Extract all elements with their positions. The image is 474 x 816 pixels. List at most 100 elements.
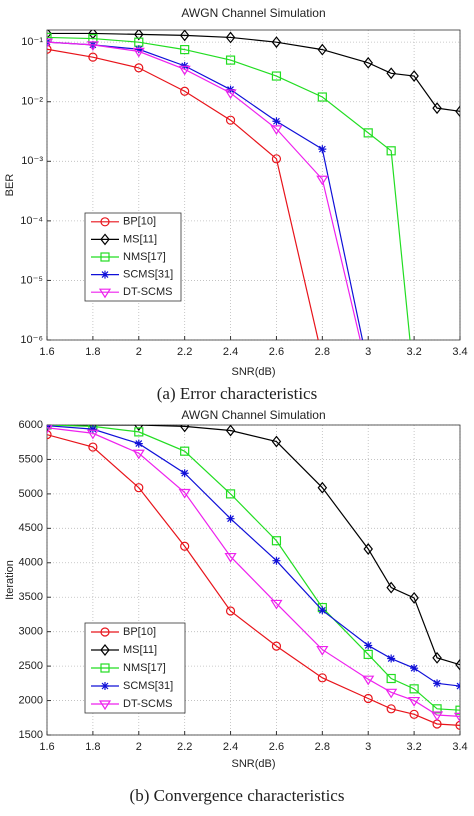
marker: [100, 627, 110, 637]
marker: [455, 105, 460, 118]
marker: [317, 92, 327, 102]
x-tick-label: 2.6: [269, 346, 284, 358]
legend-label: SCMS[31]: [123, 680, 173, 692]
marker: [271, 36, 282, 49]
marker: [317, 481, 328, 494]
y-tick-label: 10⁻²: [21, 96, 43, 108]
y-tick-label: 4000: [19, 557, 43, 569]
chart: 1.6 1.8 2 2.2 2.4 2.6 2.8 3 3.2 3.4 10⁻⁶ 10⁻⁵ 10⁻⁴ 10…: [4, 6, 468, 403]
marker: [134, 427, 144, 437]
legend-label: DT-SCMS: [123, 286, 173, 298]
marker: [272, 117, 281, 126]
y-tick-label: 2500: [19, 660, 43, 672]
x-tick-label: 1.8: [85, 741, 100, 753]
marker: [385, 688, 398, 699]
marker: [100, 233, 110, 246]
marker: [271, 154, 282, 164]
marker: [409, 684, 419, 694]
x-tick-label: 2.2: [177, 741, 192, 753]
marker: [432, 651, 442, 664]
marker: [364, 641, 373, 650]
marker: [316, 175, 329, 186]
marker: [134, 439, 143, 448]
marker: [180, 86, 190, 96]
marker: [386, 673, 396, 684]
marker: [363, 649, 373, 660]
marker: [47, 30, 52, 40]
marker: [225, 489, 236, 499]
x-tick-label: 3.2: [406, 346, 421, 358]
marker: [100, 663, 110, 673]
y-axis-label: Iteration: [4, 560, 16, 600]
marker: [88, 442, 98, 452]
marker: [408, 696, 421, 707]
marker: [386, 581, 396, 594]
marker: [271, 641, 282, 651]
marker: [386, 67, 396, 80]
marker: [363, 543, 373, 555]
x-tick-label: 2.8: [315, 741, 330, 753]
axes-box: [46, 29, 461, 341]
y-tick-label: 1500: [19, 729, 43, 741]
x-axis-label: SNR(dB): [231, 758, 275, 770]
marker: [453, 712, 460, 723]
y-tick-label: 5000: [19, 488, 43, 500]
marker: [432, 102, 442, 115]
y-tick-label: 6000: [19, 419, 43, 431]
axes-box: [46, 424, 461, 736]
marker: [225, 606, 236, 616]
legend: BP[10] MS[11] NMS[17] SCMS[31] DT-SCMS: [84, 622, 186, 714]
y-tick-label: 10⁻⁴: [20, 215, 43, 227]
series-line: [47, 48, 319, 340]
marker: [47, 44, 52, 54]
x-tick-label: 2: [136, 741, 142, 753]
y-tick-label: 10⁻³: [21, 155, 43, 167]
y-axis-label: BER: [4, 174, 16, 197]
marker: [316, 645, 329, 656]
chart: 1.6 1.8 2 2.2 2.4 2.6 2.8 3 3.2 3.4 1500 2000 2500 30…: [4, 408, 468, 805]
x-tick-label: 2: [136, 346, 142, 358]
marker: [430, 711, 444, 722]
x-tick-label: 3.2: [406, 741, 421, 753]
marker: [455, 705, 460, 715]
marker: [132, 47, 145, 58]
marker: [224, 89, 237, 100]
marker: [134, 63, 144, 73]
y-tick-label: 2000: [19, 694, 43, 706]
x-tick-label: 3: [365, 346, 371, 358]
series-line: [47, 32, 460, 112]
x-tick-label: 3.4: [452, 741, 467, 753]
y-tick-label: 10⁻⁵: [20, 274, 43, 286]
legend-label: MS[11]: [123, 233, 157, 245]
marker: [317, 43, 328, 56]
marker: [179, 425, 190, 433]
legend: BP[10] MS[11] NMS[17] SCMS[31] DT-SCMS: [84, 212, 182, 302]
x-tick-label: 2.4: [223, 741, 238, 753]
marker: [432, 704, 442, 714]
marker: [180, 45, 190, 55]
marker: [386, 704, 396, 714]
y-tick-label: 3000: [19, 626, 43, 638]
marker: [88, 425, 97, 434]
x-tick-label: 1.6: [39, 346, 54, 358]
legend-label: NMS[17]: [123, 662, 166, 674]
x-tick-label: 1.6: [39, 741, 54, 753]
marker: [98, 288, 112, 299]
marker: [455, 720, 460, 730]
marker: [318, 145, 327, 154]
marker: [272, 556, 281, 565]
legend-label: MS[11]: [123, 644, 157, 656]
marker: [225, 55, 236, 65]
y-tick-label: 4500: [19, 522, 43, 534]
marker: [363, 693, 373, 704]
marker: [100, 217, 110, 227]
marker: [224, 552, 237, 563]
series-line: [47, 425, 460, 666]
marker: [132, 449, 145, 460]
marker: [409, 709, 419, 719]
legend-label: NMS[17]: [123, 251, 166, 263]
legend-label: BP[10]: [123, 626, 156, 638]
marker: [180, 469, 189, 478]
marker: [47, 430, 52, 440]
